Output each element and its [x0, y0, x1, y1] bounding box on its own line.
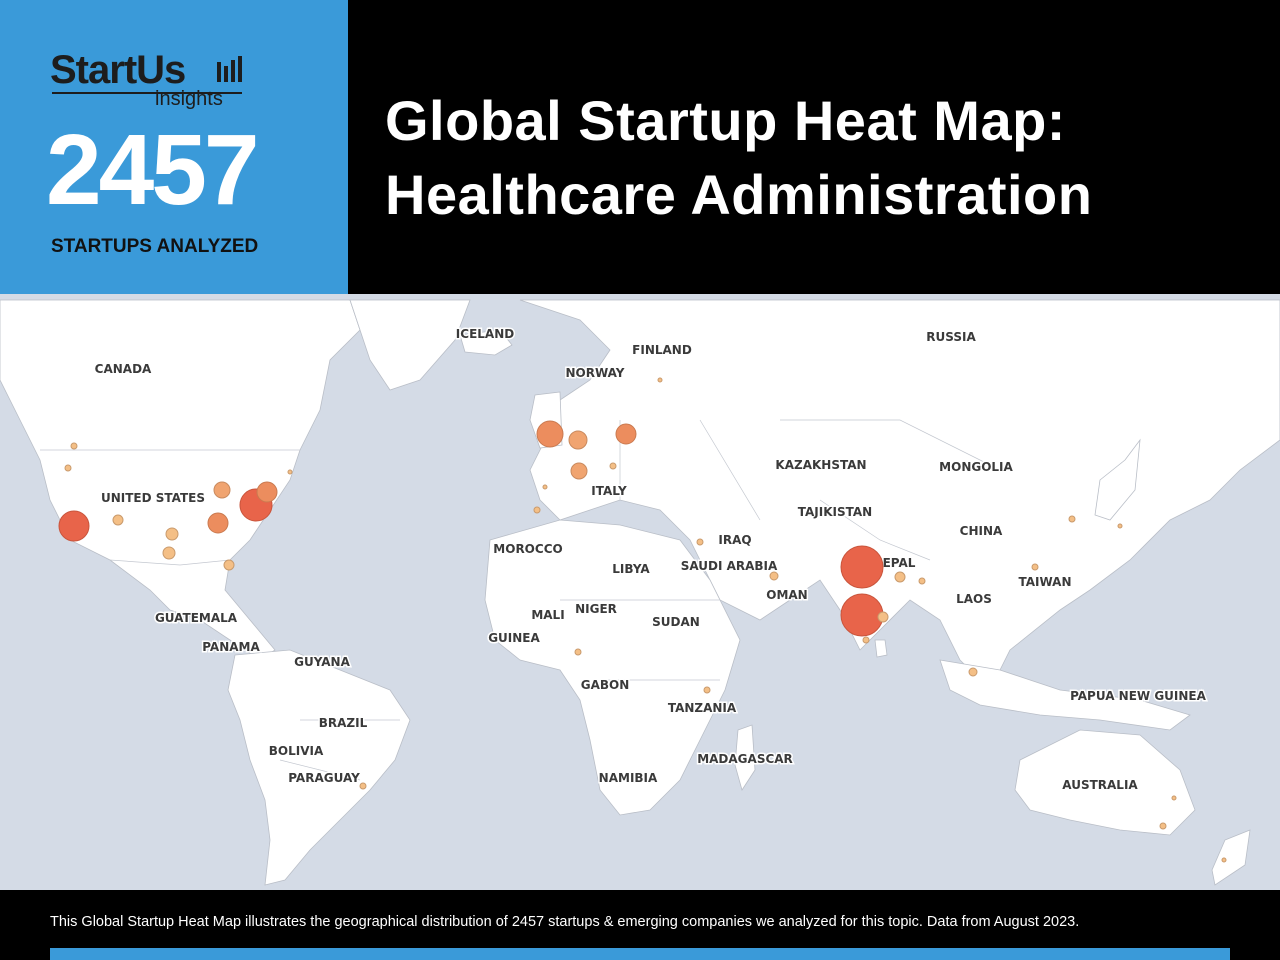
label-panama: PANAMA — [202, 640, 260, 654]
label-madagascar: MADAGASCAR — [697, 752, 793, 766]
label-guinea: GUINEA — [488, 631, 540, 645]
bubble — [223, 559, 235, 571]
label-italy: ITALY — [591, 484, 627, 498]
sri-lanka-land — [874, 639, 888, 658]
greenland-land — [349, 299, 471, 391]
label-mali: MALI — [531, 608, 564, 622]
label-iceland: ICELAND — [456, 327, 514, 341]
label-taiwan: TAIWAN — [1018, 575, 1071, 589]
brand-panel: StartUs insights 2457 STARTUPS ANALYZED — [0, 0, 348, 294]
bubble — [840, 545, 884, 589]
page-title-line1: Global Startup Heat Map: — [385, 89, 1066, 152]
japan-land — [1094, 438, 1141, 521]
bubble — [894, 571, 906, 583]
bubble — [615, 423, 637, 445]
map-labels: CANADA UNITED STATES GUATEMALA PANAMA GU… — [93, 326, 1208, 794]
label-morocco: MOROCCO — [493, 542, 562, 556]
label-finland: FINLAND — [632, 343, 692, 357]
label-australia: AUSTRALIA — [1062, 778, 1138, 792]
bubble — [696, 538, 704, 546]
bubble — [1159, 822, 1167, 830]
label-guatemala: GUATEMALA — [155, 611, 238, 625]
header-banner — [348, 0, 1280, 294]
label-gabon: GABON — [581, 678, 630, 692]
bubble — [769, 571, 779, 581]
bubble — [359, 782, 367, 790]
australia-land — [1014, 729, 1196, 836]
north-america-land — [0, 299, 361, 661]
bubble — [862, 636, 870, 644]
label-libya: LIBYA — [612, 562, 650, 576]
bubble — [536, 420, 564, 448]
label-namibia: NAMIBIA — [599, 771, 658, 785]
bubble — [570, 462, 588, 480]
label-laos: LAOS — [956, 592, 992, 606]
bubble — [840, 593, 884, 637]
bubble — [207, 512, 229, 534]
south-america-land — [227, 649, 411, 886]
bubble — [213, 481, 231, 499]
label-niger: NIGER — [575, 602, 617, 616]
label-saudi-arabia: SAUDI ARABIA — [681, 559, 778, 573]
label-paraguay: PARAGUAY — [288, 771, 360, 785]
bubble — [287, 469, 293, 475]
logo-bars-icon — [217, 56, 242, 82]
logo-subtitle: insights — [155, 88, 223, 110]
bubble — [1171, 795, 1177, 801]
startup-bubbles — [58, 377, 1227, 863]
label-mongolia: MONGOLIA — [939, 460, 1013, 474]
bubble — [657, 377, 663, 383]
label-united-states: UNITED STATES — [101, 491, 205, 505]
label-norway: NORWAY — [565, 366, 624, 380]
bubble — [533, 506, 541, 514]
bubble — [1031, 563, 1039, 571]
label-russia: RUSSIA — [926, 330, 976, 344]
label-kazakhstan: KAZAKHSTAN — [775, 458, 866, 472]
label-canada: CANADA — [95, 362, 152, 376]
label-papua-new-guinea: PAPUA NEW GUINEA — [1070, 689, 1207, 703]
indonesia-land — [939, 659, 1191, 731]
iceland-land — [459, 329, 513, 356]
label-tanzania: TANZANIA — [668, 701, 737, 715]
label-brazil: BRAZIL — [319, 716, 368, 730]
label-guyana: GUYANA — [294, 655, 350, 669]
bubble — [1068, 515, 1076, 523]
startup-count-label: STARTUPS ANALYZED — [51, 236, 259, 257]
land-masses — [0, 299, 1280, 886]
bubble — [609, 462, 617, 470]
world-map-canvas: CANADA UNITED STATES GUATEMALA PANAMA GU… — [0, 299, 1280, 886]
bubble — [968, 667, 978, 677]
bubble — [568, 430, 588, 450]
footer-description: This Global Startup Heat Map illustrates… — [50, 914, 1080, 930]
new-zealand-land — [1211, 829, 1251, 886]
bubble — [918, 577, 926, 585]
label-iraq: IRAQ — [718, 533, 751, 547]
bubble — [877, 611, 889, 623]
bubble — [574, 648, 582, 656]
bubble — [112, 514, 124, 526]
bubble — [70, 442, 78, 450]
bubble — [1221, 857, 1227, 863]
country-borders — [40, 419, 1001, 781]
bubble — [542, 484, 548, 490]
madagascar-land — [734, 724, 756, 791]
bubble — [256, 481, 278, 503]
label-oman: OMAN — [766, 588, 807, 602]
bubble — [162, 546, 176, 560]
label-tajikistan: TAJIKISTAN — [798, 505, 872, 519]
bubble — [703, 686, 711, 694]
logo-wordmark: StartUs — [50, 48, 186, 92]
footer-accent-bar — [50, 948, 1230, 960]
startup-count: 2457 — [46, 114, 259, 226]
label-bolivia: BOLIVIA — [269, 744, 324, 758]
bubble — [64, 464, 72, 472]
bubble — [165, 527, 179, 541]
label-china: CHINA — [960, 524, 1003, 538]
page-title-line2: Healthcare Administration — [385, 163, 1093, 226]
label-sudan: SUDAN — [652, 615, 700, 629]
logo-underline — [52, 92, 242, 94]
africa-land — [484, 519, 741, 816]
bubble — [1117, 523, 1123, 529]
bubble — [58, 510, 90, 542]
